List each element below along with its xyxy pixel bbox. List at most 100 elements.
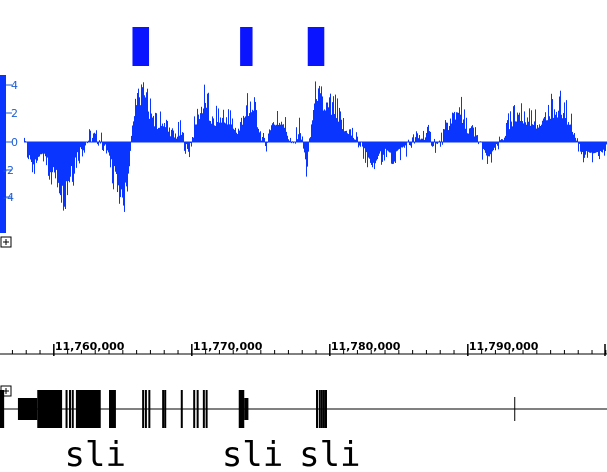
signal-bar bbox=[323, 110, 324, 142]
signal-bar bbox=[223, 109, 224, 142]
signal-bar bbox=[431, 142, 432, 146]
gene-exon[interactable] bbox=[164, 390, 167, 428]
signal-bar bbox=[484, 142, 485, 151]
signal-bar bbox=[466, 117, 467, 142]
signal-bar bbox=[275, 125, 276, 142]
signal-bar bbox=[336, 118, 337, 142]
gene-exon[interactable] bbox=[318, 390, 321, 428]
signal-bar bbox=[83, 142, 84, 151]
gene-exon[interactable] bbox=[162, 390, 165, 428]
signal-bar bbox=[169, 127, 170, 142]
signal-bar bbox=[308, 142, 309, 152]
signal-bar bbox=[213, 118, 214, 142]
gene-exon[interactable] bbox=[65, 390, 68, 428]
gene-exon[interactable] bbox=[202, 390, 205, 428]
signal-bar bbox=[94, 132, 95, 142]
gene-exon-block[interactable] bbox=[109, 390, 116, 428]
x-tick-label: 11,790,000 bbox=[469, 340, 539, 353]
gene-track[interactable]: sli sli sli bbox=[0, 390, 607, 472]
signal-bar bbox=[411, 142, 412, 148]
gene-exon-block[interactable] bbox=[37, 390, 63, 428]
signal-bar bbox=[328, 107, 329, 142]
signal-bar bbox=[540, 125, 541, 142]
signal-bar bbox=[133, 121, 134, 142]
signal-bar bbox=[165, 127, 166, 142]
signal-bar bbox=[253, 110, 254, 142]
feature-block[interactable] bbox=[132, 27, 150, 66]
signal-bar bbox=[335, 94, 336, 142]
gene-exon[interactable] bbox=[110, 390, 113, 428]
y-tick-label: 4 bbox=[11, 79, 18, 92]
signal-bar bbox=[396, 142, 397, 152]
signal-bar bbox=[437, 142, 438, 144]
signal-bar bbox=[264, 137, 265, 142]
signal-bar bbox=[567, 124, 568, 142]
gene-exon-block[interactable] bbox=[75, 390, 101, 428]
gene-exon[interactable] bbox=[113, 390, 116, 428]
gene-exon[interactable] bbox=[196, 390, 199, 428]
signal-bar bbox=[70, 142, 71, 177]
gene-exon-block[interactable] bbox=[17, 398, 38, 420]
signal-bar bbox=[471, 126, 472, 142]
signal-bar bbox=[395, 142, 396, 163]
gene-exon[interactable] bbox=[322, 390, 325, 428]
gene-exon[interactable] bbox=[193, 390, 196, 428]
signal-bar bbox=[530, 125, 531, 142]
signal-bar bbox=[183, 132, 184, 142]
gene-exon[interactable] bbox=[241, 390, 244, 428]
y-tick-label: -4 bbox=[3, 191, 14, 204]
gene-exon[interactable] bbox=[71, 390, 74, 428]
signal-bar bbox=[433, 142, 434, 147]
gene-exon-block[interactable] bbox=[0, 390, 5, 428]
signal-bar bbox=[515, 121, 516, 142]
signal-bar bbox=[269, 129, 270, 142]
signal-bar bbox=[299, 117, 300, 142]
signal-bar bbox=[434, 138, 435, 142]
gene-exon[interactable] bbox=[205, 390, 208, 428]
signal-bar bbox=[53, 142, 54, 168]
signal-bar bbox=[347, 133, 348, 142]
signal-bar bbox=[371, 142, 372, 165]
gene-exon[interactable] bbox=[320, 390, 323, 428]
signal-bar bbox=[199, 119, 200, 142]
signal-bar bbox=[137, 93, 138, 142]
signal-bar bbox=[590, 142, 591, 153]
signal-bar bbox=[394, 142, 395, 162]
signal-bar bbox=[342, 129, 343, 142]
signal-bar bbox=[446, 122, 447, 142]
signal-bar bbox=[190, 142, 191, 144]
feature-block[interactable] bbox=[307, 27, 325, 66]
gene-exon[interactable] bbox=[316, 390, 319, 428]
gene-exon[interactable] bbox=[142, 390, 145, 428]
signal-bar bbox=[318, 88, 319, 142]
signal-bar bbox=[117, 142, 118, 193]
signal-bar bbox=[200, 113, 201, 142]
gene-label[interactable]: sli bbox=[65, 435, 126, 472]
signal-bar bbox=[391, 142, 392, 164]
expand-icon[interactable] bbox=[0, 236, 12, 248]
signal-bar bbox=[195, 124, 196, 142]
gene-exon[interactable] bbox=[69, 390, 71, 428]
signal-bar bbox=[312, 120, 313, 142]
gene-label[interactable]: sli bbox=[222, 435, 283, 472]
signal-bar bbox=[194, 116, 195, 142]
signal-bar bbox=[322, 96, 323, 142]
signal-bar bbox=[196, 124, 197, 142]
signal-bar bbox=[231, 124, 232, 142]
signal-bar bbox=[119, 142, 120, 204]
signal-bar bbox=[73, 142, 74, 186]
signal-bar bbox=[256, 110, 257, 142]
signal-bar bbox=[143, 82, 144, 142]
feature-block[interactable] bbox=[240, 27, 253, 66]
gene-exon[interactable] bbox=[144, 390, 147, 428]
signal-bar bbox=[131, 135, 132, 142]
signal-bar bbox=[533, 124, 534, 142]
signal-bar bbox=[72, 142, 73, 182]
gene-exon[interactable] bbox=[180, 390, 183, 428]
gene-exon[interactable] bbox=[324, 390, 327, 428]
gene-exon-block[interactable] bbox=[244, 398, 249, 420]
gene-label[interactable]: sli bbox=[299, 435, 360, 472]
gene-exon[interactable] bbox=[148, 390, 151, 428]
signal-bar bbox=[349, 129, 350, 142]
signal-bar bbox=[412, 137, 413, 142]
